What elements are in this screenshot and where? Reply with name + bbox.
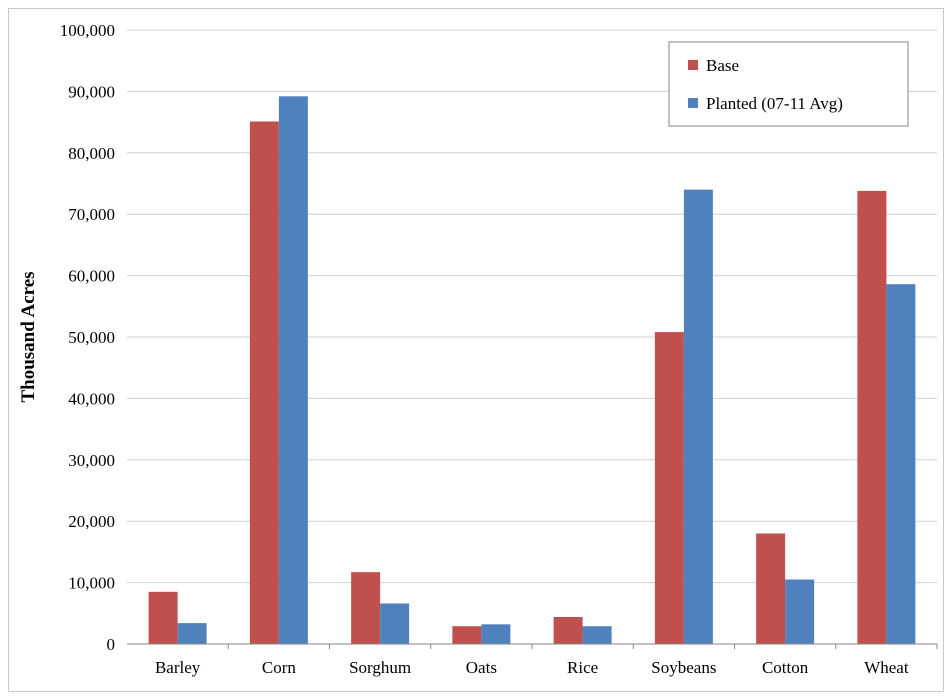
- bar-planted-corn: [278, 96, 308, 644]
- x-tick-label: Soybeans: [651, 658, 716, 677]
- bar-planted-sorghum: [380, 603, 410, 644]
- bar-base-rice: [553, 616, 583, 644]
- bar-base-oats: [452, 626, 482, 644]
- y-tick-label: 50,000: [68, 328, 115, 347]
- bar-planted-barley: [177, 623, 207, 644]
- bar-base-wheat: [857, 190, 887, 645]
- y-tick-label: 30,000: [68, 451, 115, 470]
- x-tick-label: Sorghum: [349, 658, 411, 677]
- x-tick-label: Cotton: [762, 658, 809, 677]
- bar-base-soybeans: [654, 332, 684, 644]
- legend-label-planted: Planted (07-11 Avg): [706, 94, 843, 113]
- bar-planted-rice: [582, 626, 612, 644]
- bar-base-cotton: [756, 533, 786, 644]
- x-tick-label: Corn: [262, 658, 297, 677]
- x-tick-label: Wheat: [864, 658, 909, 677]
- y-tick-label: 70,000: [68, 205, 115, 224]
- bars: [148, 96, 916, 645]
- y-tick-label: 20,000: [68, 512, 115, 531]
- bar-base-corn: [249, 121, 279, 644]
- y-tick-label: 90,000: [68, 82, 115, 101]
- legend-box: [668, 41, 909, 127]
- y-tick-label: 60,000: [68, 267, 115, 286]
- y-axis-ticks: 0 10,000 20,000 30,000 40,000 50,000 60,000 70,…: [60, 21, 115, 654]
- legend: Base Planted (07-11 Avg): [668, 41, 909, 127]
- x-axis-ticks: Barley Corn Sorghum Oats Rice Soybeans Cotton W…: [155, 644, 938, 677]
- y-tick-label: 40,000: [68, 389, 115, 408]
- bar-base-barley: [148, 591, 178, 644]
- x-tick-label: Barley: [155, 658, 201, 677]
- legend-label-base: Base: [706, 56, 739, 75]
- y-tick-label: 80,000: [68, 144, 115, 163]
- y-tick-label: 0: [107, 635, 116, 654]
- bar-base-sorghum: [351, 572, 381, 644]
- legend-swatch-planted: [688, 98, 698, 108]
- bar-planted-cotton: [785, 579, 815, 644]
- y-axis-label: Thousand Acres: [18, 271, 39, 402]
- bar-planted-oats: [481, 624, 511, 644]
- x-tick-label: Oats: [466, 658, 497, 677]
- bar-planted-soybeans: [683, 189, 713, 644]
- legend-swatch-base: [688, 60, 698, 70]
- bar-planted-wheat: [886, 284, 916, 644]
- y-tick-label: 10,000: [68, 574, 115, 593]
- x-tick-label: Rice: [567, 658, 598, 677]
- y-tick-label: 100,000: [60, 21, 115, 40]
